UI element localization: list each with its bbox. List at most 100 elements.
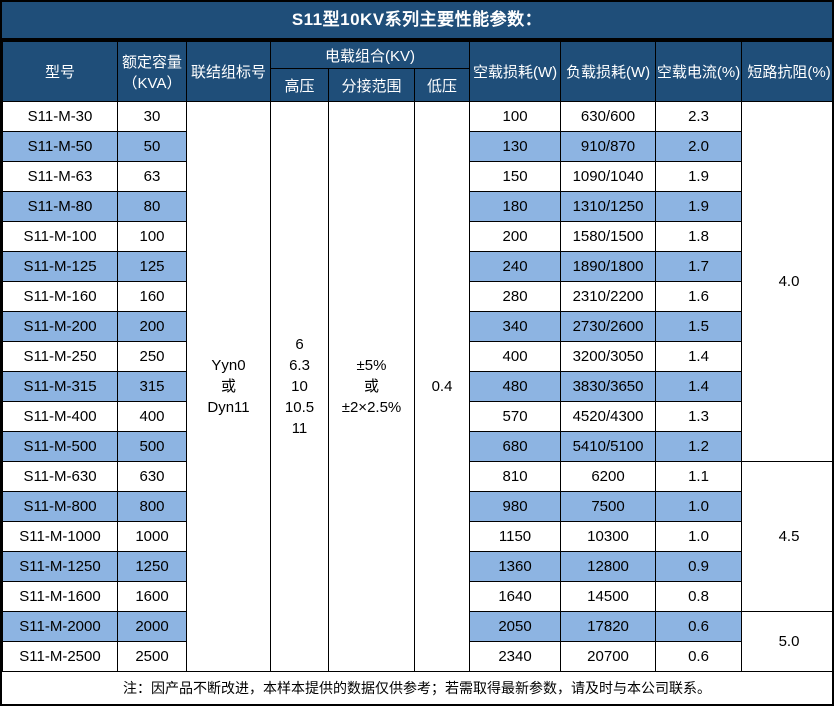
no-load-loss-cell: 2050 xyxy=(469,611,562,642)
model-cell: S11-M-80 xyxy=(2,191,118,222)
model-cell: S11-M-125 xyxy=(2,251,118,282)
load-loss-cell: 630/600 xyxy=(560,101,657,132)
load-loss-cell: 10300 xyxy=(560,521,657,552)
col-header-capacity: 额定容量 （KVA） xyxy=(117,41,187,102)
capacity-cell: 200 xyxy=(117,311,187,342)
no-load-current-cell: 2.3 xyxy=(655,101,743,132)
table-row: S11-M-630 630 810 6200 1.1 4.5 xyxy=(2,461,832,612)
model-cell: S11-M-100 xyxy=(2,221,118,252)
no-load-loss-cell: 1640 xyxy=(469,581,562,612)
table-row: S11-M-1600 1600 1640 14500 0.8 xyxy=(2,581,833,612)
no-load-loss-cell: 2340 xyxy=(469,641,562,672)
no-load-current-cell: 1.2 xyxy=(655,431,743,462)
load-loss-cell: 1310/1250 xyxy=(560,191,657,222)
capacity-cell: 80 xyxy=(117,191,187,222)
load-loss-cell: 3200/3050 xyxy=(560,341,657,372)
capacity-cell: 63 xyxy=(117,161,187,192)
no-load-current-cell: 1.8 xyxy=(655,221,743,252)
no-load-current-cell: 1.4 xyxy=(655,341,743,372)
no-load-loss-cell: 200 xyxy=(469,221,562,252)
table-row: S11-M-80 80 180 1310/1250 1.9 xyxy=(2,191,833,222)
model-cell: S11-M-250 xyxy=(2,341,118,372)
col-header-capacity-line1: 额定容量 xyxy=(121,53,182,71)
table-row: S11-M-2500 2500 2340 20700 0.6 xyxy=(2,641,833,672)
model-cell: S11-M-800 xyxy=(2,491,118,522)
spec-table: 型号 额定容量 （KVA） 联结组标号 电载组合(KV) 空载损耗(W) 负载损… xyxy=(2,41,833,672)
no-load-loss-cell: 100 xyxy=(469,101,562,132)
model-cell: S11-M-400 xyxy=(2,401,118,432)
no-load-current-cell: 0.6 xyxy=(655,641,743,672)
no-load-loss-cell: 240 xyxy=(469,251,562,282)
capacity-cell: 2000 xyxy=(117,611,187,642)
col-header-connection: 联结组标号 xyxy=(186,41,271,102)
table-row: S11-M-2000 2000 2050 17820 0.6 5.0 xyxy=(2,611,832,672)
page-title: S11型10KV系列主要性能参数： xyxy=(2,2,832,41)
no-load-current-cell: 1.4 xyxy=(655,371,743,402)
capacity-cell: 315 xyxy=(117,371,187,402)
capacity-cell: 400 xyxy=(117,401,187,432)
model-cell: S11-M-315 xyxy=(2,371,118,402)
no-load-current-cell: 1.6 xyxy=(655,281,743,312)
no-load-loss-cell: 570 xyxy=(469,401,562,432)
col-header-no-load-loss: 空载损耗(W) xyxy=(469,41,562,102)
impedance-merged-cell: 5.0 xyxy=(741,611,832,672)
capacity-cell: 160 xyxy=(117,281,187,312)
table-row: S11-M-800 800 980 7500 1.0 xyxy=(2,491,833,522)
load-loss-cell: 6200 xyxy=(560,461,657,492)
col-header-hv: 高压 xyxy=(270,68,329,102)
capacity-cell: 50 xyxy=(117,131,187,162)
no-load-current-cell: 0.6 xyxy=(655,611,743,642)
capacity-cell: 1600 xyxy=(117,581,187,612)
col-header-impedance: 短路抗阻(%) xyxy=(741,41,832,102)
capacity-cell: 2500 xyxy=(117,641,187,672)
col-header-tap-range: 分接范围 xyxy=(328,68,415,102)
model-cell: S11-M-50 xyxy=(2,131,118,162)
no-load-current-cell: 0.8 xyxy=(655,581,743,612)
load-loss-cell: 17820 xyxy=(560,611,657,642)
model-cell: S11-M-500 xyxy=(2,431,118,462)
capacity-cell: 630 xyxy=(117,461,187,492)
load-loss-cell: 910/870 xyxy=(560,131,657,162)
model-cell: S11-M-30 xyxy=(2,101,118,132)
col-header-model: 型号 xyxy=(2,41,118,102)
table-row: S11-M-30 30 Yyn0 或 Dyn11 6 6.3 10 10.5 11 ±5% 或 ±2×2… xyxy=(2,101,832,672)
connection-merged-cell: Yyn0 或 Dyn11 xyxy=(186,101,271,672)
hv-merged-cell: 6 6.3 10 10.5 11 xyxy=(270,101,329,672)
table-row: S11-M-500 500 680 5410/5100 1.2 xyxy=(2,431,833,462)
no-load-loss-cell: 680 xyxy=(469,431,562,462)
table-row: S11-M-200 200 340 2730/2600 1.5 xyxy=(2,311,833,342)
no-load-loss-cell: 1360 xyxy=(469,551,562,582)
no-load-loss-cell: 150 xyxy=(469,161,562,192)
no-load-loss-cell: 400 xyxy=(469,341,562,372)
table-row: S11-M-63 63 150 1090/1040 1.9 xyxy=(2,161,833,192)
table-body: S11-M-30 30 Yyn0 或 Dyn11 6 6.3 10 10.5 11 ±5% 或 ±2×2… xyxy=(2,101,833,672)
table-row: S11-M-160 160 280 2310/2200 1.6 xyxy=(2,281,833,312)
no-load-current-cell: 2.0 xyxy=(655,131,743,162)
footer-note: 注：因产品不断改进，本样本提供的数据仅供参考；若需取得最新参数，请及时与本公司联… xyxy=(2,672,832,704)
col-header-no-load-current: 空载电流(%) xyxy=(655,41,743,102)
no-load-loss-cell: 340 xyxy=(469,311,562,342)
load-loss-cell: 2310/2200 xyxy=(560,281,657,312)
load-loss-cell: 12800 xyxy=(560,551,657,582)
no-load-current-cell: 0.9 xyxy=(655,551,743,582)
capacity-cell: 125 xyxy=(117,251,187,282)
capacity-cell: 800 xyxy=(117,491,187,522)
load-loss-cell: 5410/5100 xyxy=(560,431,657,462)
table-row: S11-M-125 125 240 1890/1800 1.7 xyxy=(2,251,833,282)
no-load-current-cell: 1.9 xyxy=(655,191,743,222)
model-cell: S11-M-1250 xyxy=(2,551,118,582)
lv-merged-cell: 0.4 xyxy=(413,101,471,672)
no-load-current-cell: 1.7 xyxy=(655,251,743,282)
model-cell: S11-M-1600 xyxy=(2,581,118,612)
no-load-loss-cell: 980 xyxy=(469,491,562,522)
model-cell: S11-M-2000 xyxy=(2,611,118,642)
model-cell: S11-M-200 xyxy=(2,311,118,342)
col-header-lv: 低压 xyxy=(413,68,471,102)
no-load-current-cell: 1.0 xyxy=(655,491,743,522)
col-header-load-loss: 负载损耗(W) xyxy=(560,41,657,102)
capacity-cell: 1000 xyxy=(117,521,187,552)
no-load-loss-cell: 280 xyxy=(469,281,562,312)
table-row: S11-M-50 50 130 910/870 2.0 xyxy=(2,131,833,162)
model-cell: S11-M-2500 xyxy=(2,641,118,672)
